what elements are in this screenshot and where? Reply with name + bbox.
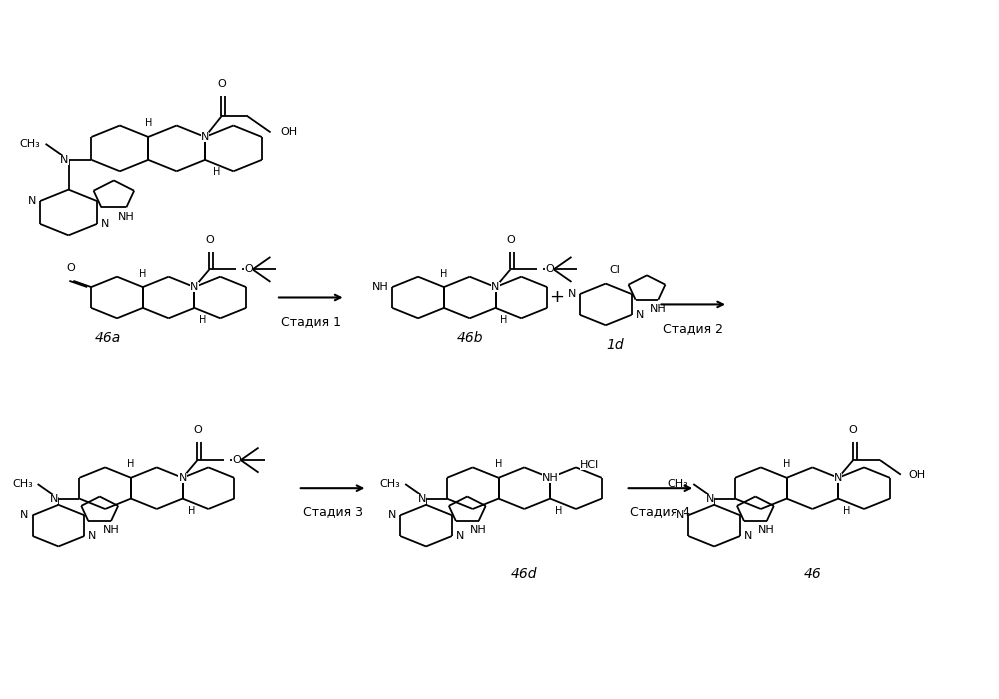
Text: N: N — [179, 473, 187, 483]
Text: O: O — [849, 426, 857, 435]
Text: OH: OH — [281, 127, 298, 138]
Text: Стадия 1: Стадия 1 — [281, 315, 341, 328]
Text: 1d: 1d — [605, 338, 623, 352]
Text: NH: NH — [118, 212, 135, 222]
Text: 46a: 46a — [95, 331, 121, 345]
Text: N: N — [676, 510, 684, 520]
Text: N: N — [492, 282, 500, 292]
Text: H: H — [213, 167, 221, 177]
Text: N: N — [744, 531, 752, 541]
Text: CH₃: CH₃ — [20, 139, 41, 149]
Text: NH: NH — [650, 304, 666, 314]
Text: HCl: HCl — [580, 461, 599, 470]
Text: N: N — [50, 493, 59, 503]
Text: O: O — [217, 79, 226, 89]
Text: H: H — [843, 505, 850, 516]
Text: +: + — [549, 289, 564, 306]
Text: N: N — [20, 510, 29, 520]
Text: N: N — [201, 132, 209, 142]
Text: H: H — [139, 269, 147, 279]
Text: H: H — [200, 315, 207, 325]
Text: O: O — [193, 426, 202, 435]
Text: N: N — [834, 473, 842, 483]
Text: O: O — [232, 455, 241, 465]
Text: O: O — [66, 263, 75, 273]
Text: N: N — [101, 219, 109, 229]
Text: Cl: Cl — [609, 266, 620, 275]
Text: 46b: 46b — [457, 331, 483, 345]
Text: H: H — [495, 459, 502, 470]
Text: NH: NH — [372, 282, 389, 292]
Text: NH: NH — [471, 525, 488, 535]
Text: Стадия 3: Стадия 3 — [303, 505, 363, 519]
Text: N: N — [60, 155, 69, 165]
Text: N: N — [705, 493, 714, 503]
Text: 46d: 46d — [511, 568, 537, 582]
Text: N: N — [635, 310, 644, 320]
Text: N: N — [388, 510, 397, 520]
Text: N: N — [567, 289, 576, 299]
Text: O: O — [205, 235, 214, 245]
Text: 46: 46 — [803, 568, 821, 582]
Text: CH₃: CH₃ — [380, 479, 401, 489]
Text: H: H — [500, 315, 507, 325]
Text: N: N — [28, 196, 36, 206]
Text: N: N — [190, 282, 199, 292]
Text: O: O — [244, 264, 253, 275]
Text: Стадия 2: Стадия 2 — [663, 322, 723, 335]
Text: N: N — [418, 493, 426, 503]
Text: N: N — [88, 531, 97, 541]
Text: OH: OH — [908, 470, 925, 480]
Text: CH₃: CH₃ — [12, 479, 33, 489]
Text: H: H — [127, 459, 135, 470]
Text: N: N — [456, 531, 465, 541]
Text: H: H — [555, 505, 562, 516]
Text: H: H — [145, 118, 152, 128]
Text: O: O — [545, 264, 553, 275]
Text: O: O — [506, 235, 514, 245]
Text: Стадия 4: Стадия 4 — [630, 505, 690, 519]
Text: NH: NH — [758, 525, 775, 535]
Text: H: H — [188, 505, 195, 516]
Text: NH: NH — [103, 525, 120, 535]
Text: H: H — [783, 459, 790, 470]
Text: CH₃: CH₃ — [667, 479, 688, 489]
Text: NH: NH — [541, 473, 558, 483]
Text: H: H — [441, 269, 448, 279]
